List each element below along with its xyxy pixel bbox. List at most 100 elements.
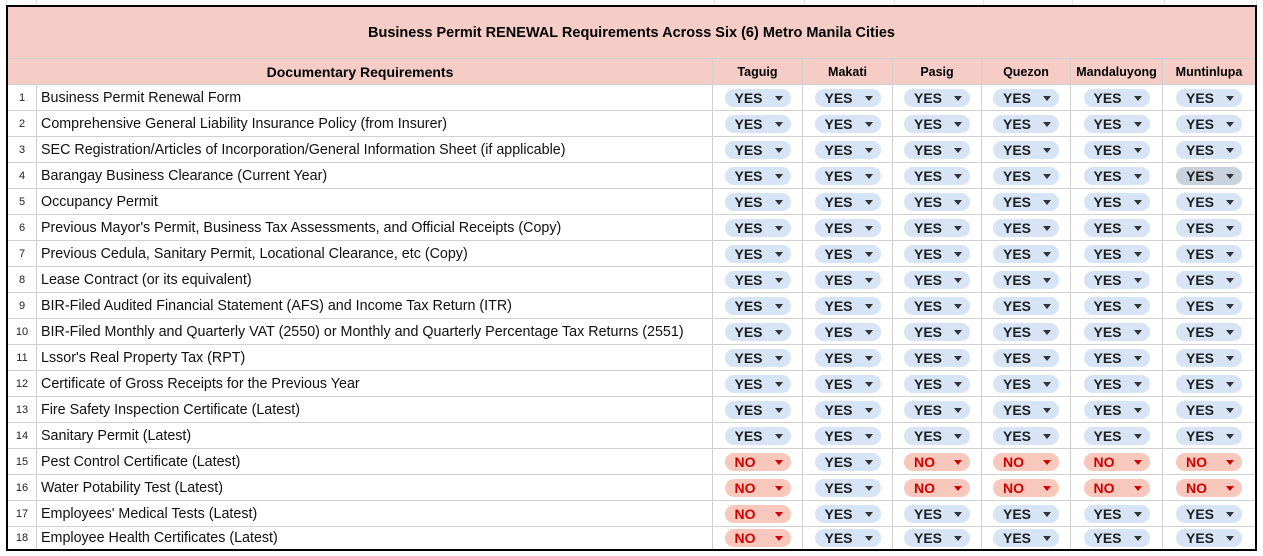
status-dropdown-pasig[interactable]: YES xyxy=(904,114,970,133)
status-cell-makati[interactable]: YES xyxy=(803,137,893,163)
dropdown-arrow-icon[interactable] xyxy=(774,147,783,153)
dropdown-arrow-icon[interactable] xyxy=(1043,536,1051,541)
dropdown-arrow-icon[interactable] xyxy=(1226,303,1234,309)
requirement-cell[interactable]: Comprehensive General Liability Insuranc… xyxy=(37,111,713,137)
status-cell-quezon[interactable]: YES xyxy=(982,527,1071,549)
status-dropdown-pasig[interactable]: YES xyxy=(904,244,970,263)
dropdown-arrow-icon[interactable] xyxy=(774,485,783,491)
status-cell-quezon[interactable]: YES xyxy=(982,293,1071,319)
status-dropdown-quezon[interactable]: NO xyxy=(993,478,1059,497)
status-dropdown-pasig[interactable]: YES xyxy=(904,88,970,107)
status-dropdown-makati[interactable]: YES xyxy=(814,296,881,315)
dropdown-arrow-icon[interactable] xyxy=(1226,225,1234,231)
status-dropdown-makati[interactable]: YES xyxy=(814,400,881,419)
dropdown-arrow-icon[interactable] xyxy=(864,536,873,541)
status-cell-makati[interactable]: YES xyxy=(803,397,893,423)
city-header-makati[interactable]: Makati xyxy=(803,59,893,85)
status-cell-mandaluyong[interactable]: YES xyxy=(1071,319,1163,345)
status-dropdown-makati[interactable]: YES xyxy=(814,322,881,341)
status-dropdown-quezon[interactable]: YES xyxy=(993,192,1059,211)
dropdown-arrow-icon[interactable] xyxy=(1043,329,1051,335)
status-dropdown-mandaluyong[interactable]: YES xyxy=(1083,192,1150,211)
requirements-column-header[interactable]: Documentary Requirements xyxy=(8,59,713,85)
requirement-cell[interactable]: Occupancy Permit xyxy=(37,189,713,215)
status-cell-quezon[interactable]: YES xyxy=(982,111,1071,137)
status-cell-quezon[interactable]: YES xyxy=(982,397,1071,423)
dropdown-arrow-icon[interactable] xyxy=(1043,277,1051,283)
status-dropdown-muntinlupa[interactable]: YES xyxy=(1176,114,1242,133)
dropdown-arrow-icon[interactable] xyxy=(954,277,962,283)
dropdown-arrow-icon[interactable] xyxy=(864,511,873,517)
status-cell-makati[interactable]: YES xyxy=(803,475,893,501)
status-dropdown-makati[interactable]: YES xyxy=(814,140,881,159)
dropdown-arrow-icon[interactable] xyxy=(1043,303,1051,309)
status-dropdown-muntinlupa[interactable]: YES xyxy=(1176,426,1242,445)
dropdown-arrow-icon[interactable] xyxy=(1133,277,1142,283)
status-cell-makati[interactable]: YES xyxy=(803,111,893,137)
status-dropdown-quezon[interactable]: NO xyxy=(993,452,1059,471)
status-dropdown-pasig[interactable]: YES xyxy=(904,400,970,419)
status-dropdown-pasig[interactable]: NO xyxy=(904,452,970,471)
status-cell-quezon[interactable]: YES xyxy=(982,85,1071,111)
requirement-cell[interactable]: Fire Safety Inspection Certificate (Late… xyxy=(37,397,713,423)
dropdown-arrow-icon[interactable] xyxy=(1226,147,1234,153)
status-cell-pasig[interactable]: YES xyxy=(893,423,982,449)
dropdown-arrow-icon[interactable] xyxy=(1133,355,1142,361)
status-dropdown-mandaluyong[interactable]: YES xyxy=(1083,529,1150,547)
row-number-cell[interactable]: 4 xyxy=(8,163,37,189)
status-dropdown-makati[interactable]: YES xyxy=(814,374,881,393)
status-dropdown-makati[interactable]: YES xyxy=(814,192,881,211)
dropdown-arrow-icon[interactable] xyxy=(1043,355,1051,361)
status-cell-mandaluyong[interactable]: YES xyxy=(1071,423,1163,449)
status-dropdown-muntinlupa[interactable]: YES xyxy=(1176,166,1242,185)
dropdown-arrow-icon[interactable] xyxy=(864,355,873,361)
requirement-cell[interactable]: Sanitary Permit (Latest) xyxy=(37,423,713,449)
requirement-cell[interactable]: Lease Contract (or its equivalent) xyxy=(37,267,713,293)
dropdown-arrow-icon[interactable] xyxy=(1133,173,1142,179)
dropdown-arrow-icon[interactable] xyxy=(1226,485,1234,491)
dropdown-arrow-icon[interactable] xyxy=(954,199,962,205)
status-cell-mandaluyong[interactable]: YES xyxy=(1071,293,1163,319)
status-cell-mandaluyong[interactable]: YES xyxy=(1071,111,1163,137)
dropdown-arrow-icon[interactable] xyxy=(864,303,873,309)
dropdown-arrow-icon[interactable] xyxy=(954,407,962,413)
row-number-cell[interactable]: 5 xyxy=(8,189,37,215)
status-cell-taguig[interactable]: YES xyxy=(713,137,803,163)
requirement-cell[interactable]: Business Permit Renewal Form xyxy=(37,85,713,111)
status-dropdown-mandaluyong[interactable]: YES xyxy=(1083,140,1150,159)
status-cell-makati[interactable]: YES xyxy=(803,189,893,215)
dropdown-arrow-icon[interactable] xyxy=(1133,433,1142,439)
requirement-cell[interactable]: Employees' Medical Tests (Latest) xyxy=(37,501,713,527)
table-title-cell[interactable]: Business Permit RENEWAL Requirements Acr… xyxy=(8,7,1255,59)
dropdown-arrow-icon[interactable] xyxy=(954,95,962,101)
dropdown-arrow-icon[interactable] xyxy=(774,225,783,231)
status-dropdown-quezon[interactable]: YES xyxy=(993,270,1059,289)
requirement-cell[interactable]: Employee Health Certificates (Latest) xyxy=(37,527,713,549)
status-cell-muntinlupa[interactable]: NO xyxy=(1163,449,1255,475)
dropdown-arrow-icon[interactable] xyxy=(1043,459,1051,465)
status-dropdown-makati[interactable]: YES xyxy=(814,270,881,289)
status-dropdown-taguig[interactable]: YES xyxy=(724,140,791,159)
status-dropdown-mandaluyong[interactable]: YES xyxy=(1083,88,1150,107)
status-dropdown-pasig[interactable]: YES xyxy=(904,529,970,547)
requirement-cell[interactable]: SEC Registration/Articles of Incorporati… xyxy=(37,137,713,163)
status-cell-mandaluyong[interactable]: YES xyxy=(1071,371,1163,397)
dropdown-arrow-icon[interactable] xyxy=(864,251,873,257)
status-cell-mandaluyong[interactable]: YES xyxy=(1071,397,1163,423)
status-cell-makati[interactable]: YES xyxy=(803,371,893,397)
status-dropdown-pasig[interactable]: YES xyxy=(904,504,970,523)
dropdown-arrow-icon[interactable] xyxy=(1043,199,1051,205)
dropdown-arrow-icon[interactable] xyxy=(864,407,873,413)
row-number-cell[interactable]: 9 xyxy=(8,293,37,319)
dropdown-arrow-icon[interactable] xyxy=(864,121,873,127)
status-cell-pasig[interactable]: YES xyxy=(893,293,982,319)
status-dropdown-makati[interactable]: YES xyxy=(814,504,881,523)
dropdown-arrow-icon[interactable] xyxy=(774,355,783,361)
dropdown-arrow-icon[interactable] xyxy=(774,199,783,205)
dropdown-arrow-icon[interactable] xyxy=(954,225,962,231)
status-cell-taguig[interactable]: YES xyxy=(713,293,803,319)
status-cell-quezon[interactable]: YES xyxy=(982,371,1071,397)
status-dropdown-taguig[interactable]: YES xyxy=(724,296,791,315)
dropdown-arrow-icon[interactable] xyxy=(774,381,783,387)
status-dropdown-taguig[interactable]: YES xyxy=(724,244,791,263)
